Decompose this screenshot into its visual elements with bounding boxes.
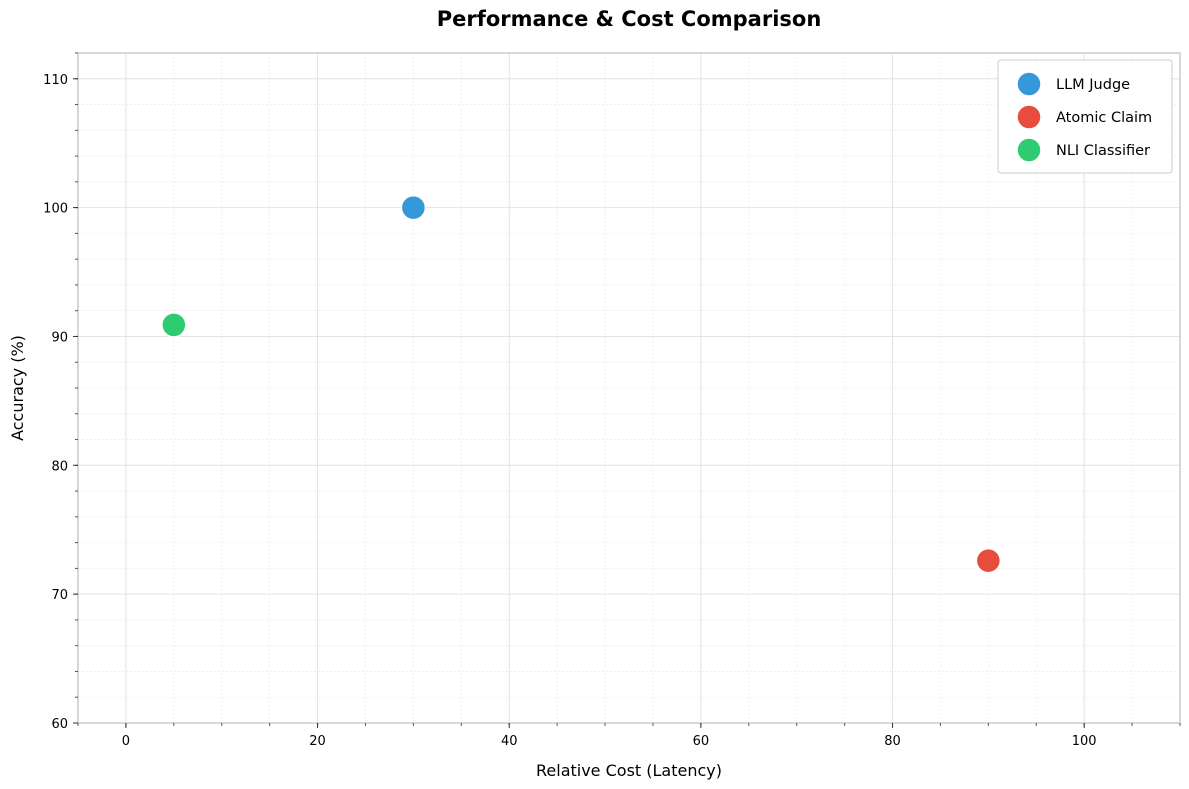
x-tick-label: 40 [501, 734, 518, 749]
y-tick-label: 90 [51, 330, 68, 345]
y-tick-label: 70 [51, 588, 68, 603]
data-points [161, 194, 1002, 574]
x-tick-label: 20 [309, 734, 326, 749]
legend-marker [1016, 71, 1042, 97]
legend-label: NLI Classifier [1056, 143, 1150, 159]
legend-label: Atomic Claim [1056, 110, 1152, 126]
y-tick-label: 100 [43, 202, 68, 217]
legend: LLM Judge Atomic Claim NLI Classifier [997, 59, 1173, 174]
legend-marker [1016, 104, 1042, 130]
legend-box [997, 59, 1173, 174]
y-tick-label: 60 [51, 717, 68, 732]
axis-ticks: 0 20 40 60 80 100 60 70 80 90 100 110 [43, 52, 1181, 749]
data-point [400, 194, 427, 221]
x-axis-label: Relative Cost (Latency) [536, 761, 722, 780]
legend-label: LLM Judge [1056, 77, 1130, 93]
legend-marker [1016, 137, 1042, 163]
data-point [161, 312, 187, 338]
x-tick-label: 60 [693, 734, 710, 749]
y-tick-label: 80 [51, 459, 68, 474]
chart-title: Performance & Cost Comparison [437, 7, 822, 31]
x-tick-label: 100 [1072, 734, 1097, 749]
data-point [975, 547, 1002, 574]
x-tick-label: 0 [122, 734, 130, 749]
x-tick-label: 80 [884, 734, 901, 749]
y-tick-label: 110 [43, 73, 68, 88]
y-axis-label: Accuracy (%) [8, 335, 27, 441]
